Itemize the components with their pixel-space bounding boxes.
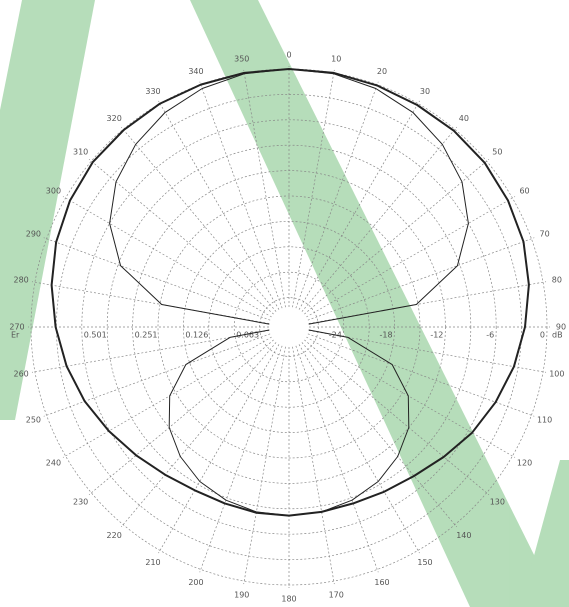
grid-spoke xyxy=(120,342,277,528)
grid-spoke xyxy=(301,126,458,312)
r-tick-label: 0 xyxy=(540,331,545,340)
grid-spoke xyxy=(120,126,277,312)
angle-label: 290 xyxy=(26,229,41,238)
angle-label: 110 xyxy=(537,416,552,425)
grid-spoke xyxy=(88,158,274,315)
angle-label: 20 xyxy=(377,67,387,76)
grid-spoke xyxy=(304,158,490,315)
grid-spoke xyxy=(43,237,271,321)
r-tick-label-left: 0.063 xyxy=(236,331,259,340)
angle-label: 260 xyxy=(13,370,28,379)
grid-spoke xyxy=(62,336,272,458)
r-tick-label: -6 xyxy=(486,331,494,340)
grid-spoke xyxy=(304,339,490,496)
center-hole xyxy=(269,307,309,347)
angle-label: 230 xyxy=(73,497,88,506)
grid-spoke xyxy=(298,344,420,554)
angle-label: 150 xyxy=(417,558,432,567)
angle-label: 310 xyxy=(73,148,88,157)
angle-label: 330 xyxy=(145,87,160,96)
angle-label: 0 xyxy=(286,51,291,60)
angle-label: 40 xyxy=(459,114,469,123)
grid-spoke xyxy=(88,339,274,496)
grid-ring xyxy=(81,119,497,535)
grid-spoke xyxy=(199,81,283,309)
angle-label: 270 xyxy=(9,323,24,332)
grid-spoke xyxy=(292,69,335,308)
angle-label: 10 xyxy=(331,55,341,64)
r-tick-label-left: 0.501 xyxy=(84,331,107,340)
angle-label: 250 xyxy=(26,416,41,425)
grid-spoke xyxy=(298,100,420,310)
grid-spoke xyxy=(243,346,286,585)
grid-spoke xyxy=(295,81,379,309)
grid-ring xyxy=(233,271,345,383)
grid-spoke xyxy=(306,196,516,318)
r-tick-label: -18 xyxy=(380,331,393,340)
pattern-curve xyxy=(109,68,469,517)
angle-label: 80 xyxy=(552,275,562,284)
angle-label: 340 xyxy=(188,67,203,76)
grid-spoke xyxy=(292,346,335,585)
r-tick-label-left: 0.251 xyxy=(135,331,158,340)
angle-label: 130 xyxy=(490,497,505,506)
angle-label: 220 xyxy=(107,531,122,540)
grid-ring-minor xyxy=(157,195,421,459)
angle-label: 300 xyxy=(46,187,61,196)
angle-label: 320 xyxy=(107,114,122,123)
angle-label: 240 xyxy=(46,459,61,468)
grid-spoke xyxy=(243,69,286,308)
grid-spoke xyxy=(306,336,516,458)
angle-label: 170 xyxy=(329,590,344,599)
angle-label: 100 xyxy=(549,370,564,379)
r-tick-label: -12 xyxy=(430,331,443,340)
unit-label: Er xyxy=(11,331,20,340)
angle-label: 60 xyxy=(519,187,529,196)
angle-label: 30 xyxy=(420,87,430,96)
grid-spoke xyxy=(307,237,535,321)
r-tick-label-left: 0.126 xyxy=(185,331,208,340)
angle-label: 70 xyxy=(540,229,550,238)
angle-label: 210 xyxy=(145,558,160,567)
angle-label: 350 xyxy=(234,55,249,64)
grid-spoke xyxy=(43,333,271,417)
angle-label: 140 xyxy=(456,531,471,540)
grid-spoke xyxy=(199,345,283,573)
grid-spoke xyxy=(158,100,280,310)
angle-label: 180 xyxy=(281,595,296,604)
angle-label: 90 xyxy=(556,323,566,332)
angle-label: 120 xyxy=(517,459,532,468)
angle-label: 190 xyxy=(234,590,249,599)
grid-spoke xyxy=(158,344,280,554)
grid-spoke xyxy=(295,345,379,573)
angle-label: 200 xyxy=(188,578,203,587)
angle-label: 160 xyxy=(374,578,389,587)
grid-spoke xyxy=(62,196,272,318)
angle-label: 280 xyxy=(13,275,28,284)
angle-label: 50 xyxy=(492,148,502,157)
grid-spoke xyxy=(301,342,458,528)
unit-label: dB xyxy=(552,331,563,340)
